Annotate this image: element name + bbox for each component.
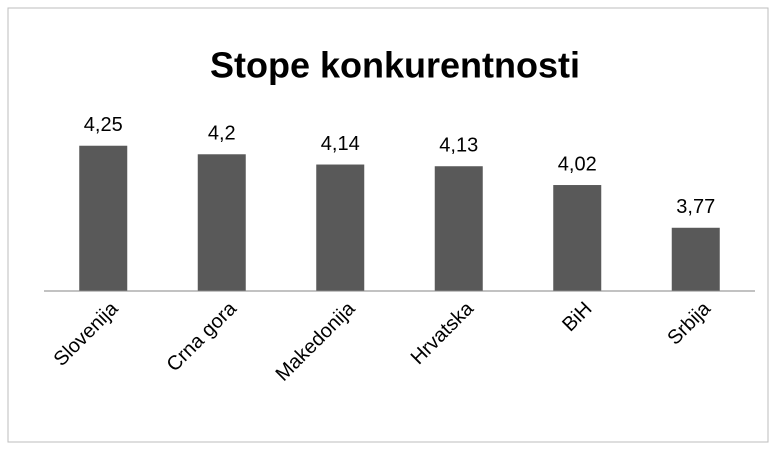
value-label: 4,13 xyxy=(439,135,478,157)
value-label: 3,77 xyxy=(676,196,715,218)
bar xyxy=(197,154,246,291)
bar xyxy=(316,164,365,291)
bar xyxy=(671,227,720,291)
chart-title: Stope konkurentnosti xyxy=(210,45,580,86)
bar xyxy=(79,145,128,291)
value-label: 4,02 xyxy=(558,153,597,175)
value-label: 4,2 xyxy=(208,123,236,145)
value-label: 4,25 xyxy=(84,114,123,136)
bar xyxy=(553,185,602,291)
bar xyxy=(434,166,483,291)
value-label: 4,14 xyxy=(321,133,360,155)
chart-frame xyxy=(7,7,769,443)
